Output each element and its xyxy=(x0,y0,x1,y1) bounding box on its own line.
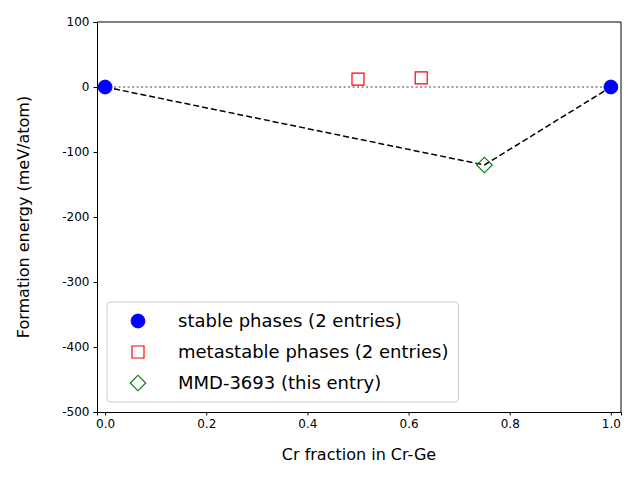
line-series xyxy=(105,86,611,88)
legend: stable phases (2 entries) metastable phas… xyxy=(107,302,458,402)
legend-label: MMD-3693 (this entry) xyxy=(178,372,381,393)
y-tick-mark xyxy=(94,282,98,283)
x-tick-mark xyxy=(409,412,410,416)
y-tick: -300 xyxy=(62,275,97,289)
legend-label: stable phases (2 entries) xyxy=(178,310,402,331)
x-tick: 0.8 xyxy=(501,412,520,431)
x-axis-line xyxy=(98,413,622,416)
scatter-point xyxy=(604,80,618,94)
x-tick-label: 0.0 xyxy=(96,417,115,431)
x-tick-mark xyxy=(611,412,612,416)
x-axis-title: Cr fraction in Cr-Ge xyxy=(282,445,436,464)
y-axis: -500 -400 -300 -200 -100 0 100 xyxy=(62,15,97,419)
scatter-point xyxy=(477,157,492,172)
plot-area xyxy=(98,72,618,173)
y-tick-mark xyxy=(94,412,98,413)
y-tick: 100 xyxy=(67,15,97,29)
x-axis: 0.0 0.2 0.4 0.6 0.8 1.0 xyxy=(96,412,621,431)
y-tick-mark xyxy=(94,217,98,218)
x-tick-mark xyxy=(105,412,106,416)
y-axis-line xyxy=(94,23,98,413)
legend-marker xyxy=(130,375,145,390)
y-tick: -400 xyxy=(62,340,97,354)
x-tick-mark xyxy=(510,412,511,416)
y-tick-label: -400 xyxy=(62,340,89,354)
x-tick-label: 1.0 xyxy=(602,417,621,431)
y-axis-title: Formation energy (meV/atom) xyxy=(14,96,33,338)
x-tick-label: 0.6 xyxy=(400,417,419,431)
legend-box xyxy=(107,302,458,402)
y-tick-mark xyxy=(94,87,98,88)
chart: 0.0 0.2 0.4 0.6 0.8 1.0 -500 -400 -300 -200 -100 0 1… xyxy=(0,0,640,480)
scatter-point xyxy=(415,72,427,84)
y-tick-label: -100 xyxy=(62,145,89,159)
y-tick: 0 xyxy=(82,80,97,94)
legend-label: metastable phases (2 entries) xyxy=(178,341,448,362)
y-tick-label: -300 xyxy=(62,275,89,289)
line-series xyxy=(105,87,611,165)
y-tick-mark xyxy=(94,22,98,23)
x-tick-label: 0.2 xyxy=(197,417,216,431)
y-tick: -200 xyxy=(62,210,97,224)
x-tick-label: 0.8 xyxy=(501,417,520,431)
legend-marker xyxy=(131,314,145,328)
x-tick-mark xyxy=(307,412,308,416)
x-tick-mark xyxy=(206,412,207,416)
y-tick-mark xyxy=(94,347,98,348)
x-tick-label: 0.4 xyxy=(298,417,317,431)
x-tick: 0.0 xyxy=(96,412,115,431)
x-tick: 0.6 xyxy=(400,412,419,431)
y-tick-label: -200 xyxy=(62,210,89,224)
x-tick: 1.0 xyxy=(602,412,621,431)
scatter-point xyxy=(98,80,112,94)
y-tick-label: -500 xyxy=(62,405,89,419)
y-tick-label: 100 xyxy=(67,15,90,29)
legend-marker xyxy=(132,346,144,358)
frame-right xyxy=(621,22,622,412)
y-tick: -500 xyxy=(62,405,97,419)
y-tick-label: 0 xyxy=(82,80,90,94)
y-tick-mark xyxy=(94,152,98,153)
x-tick: 0.4 xyxy=(298,412,317,431)
x-tick: 0.2 xyxy=(197,412,216,431)
y-tick: -100 xyxy=(62,145,97,159)
scatter-point xyxy=(352,73,364,85)
frame-top xyxy=(97,22,621,23)
